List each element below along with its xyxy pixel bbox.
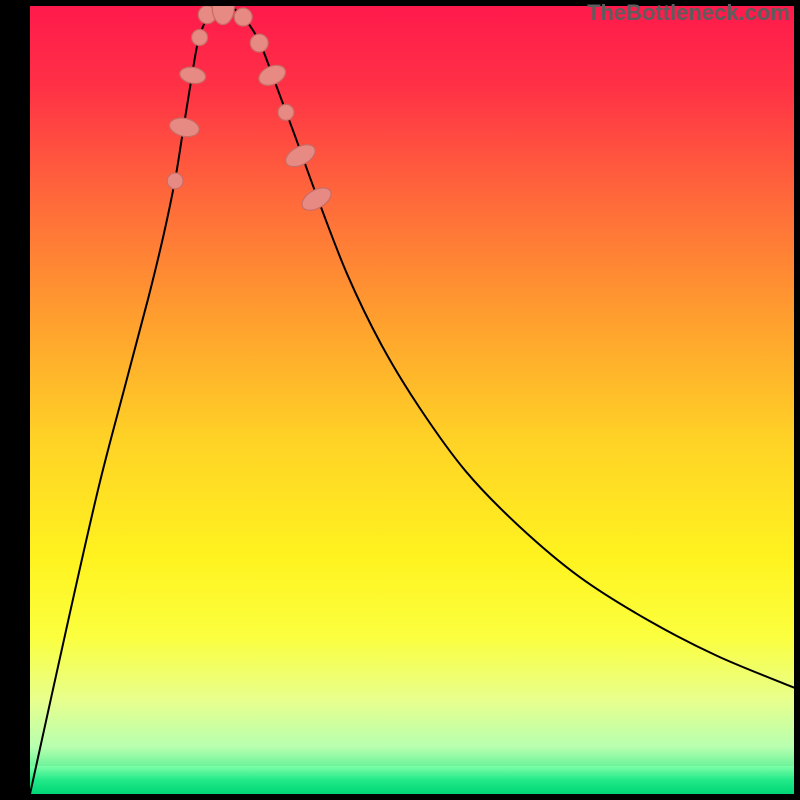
curve-marker: [250, 34, 268, 52]
plot-area: [30, 6, 794, 794]
curve-marker: [179, 65, 207, 85]
chart-canvas: TheBottleneck.com: [0, 0, 800, 800]
bottleneck-curve: [30, 6, 794, 794]
curve-marker: [167, 173, 183, 189]
watermark-text: TheBottleneck.com: [587, 0, 790, 26]
curve-marker: [278, 104, 294, 120]
curve-marker: [298, 183, 335, 215]
curve-markers: [167, 6, 335, 215]
curve-marker: [256, 61, 289, 89]
curve-marker: [212, 6, 235, 25]
curve-marker: [282, 140, 319, 171]
curve-marker: [168, 115, 201, 139]
curve-marker: [192, 30, 208, 46]
chart-overlay: [30, 6, 794, 794]
curve-marker: [234, 8, 252, 26]
